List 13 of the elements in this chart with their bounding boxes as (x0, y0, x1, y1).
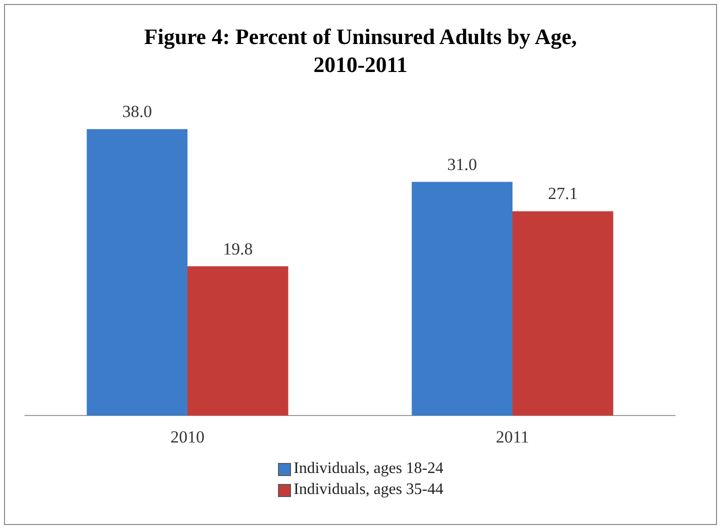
x-tick-label: 2011 (496, 427, 530, 446)
bar (512, 211, 614, 416)
data-label: 19.8 (223, 239, 253, 258)
bar (412, 182, 512, 416)
bar (188, 266, 288, 416)
chart-title: Figure 4: Percent of Uninsured Adults by Age, 2010-2011 (143, 23, 578, 79)
data-label: 27.1 (548, 184, 578, 204)
data-label: 38.0 (122, 102, 152, 122)
x-tick-label: 2010 (170, 427, 204, 446)
data-label: 31.0 (447, 154, 477, 174)
legend-label: Individuals, ages 18-24 (294, 460, 444, 478)
legend-label: Individuals, ages 35-44 (294, 481, 444, 499)
bar (86, 129, 188, 416)
